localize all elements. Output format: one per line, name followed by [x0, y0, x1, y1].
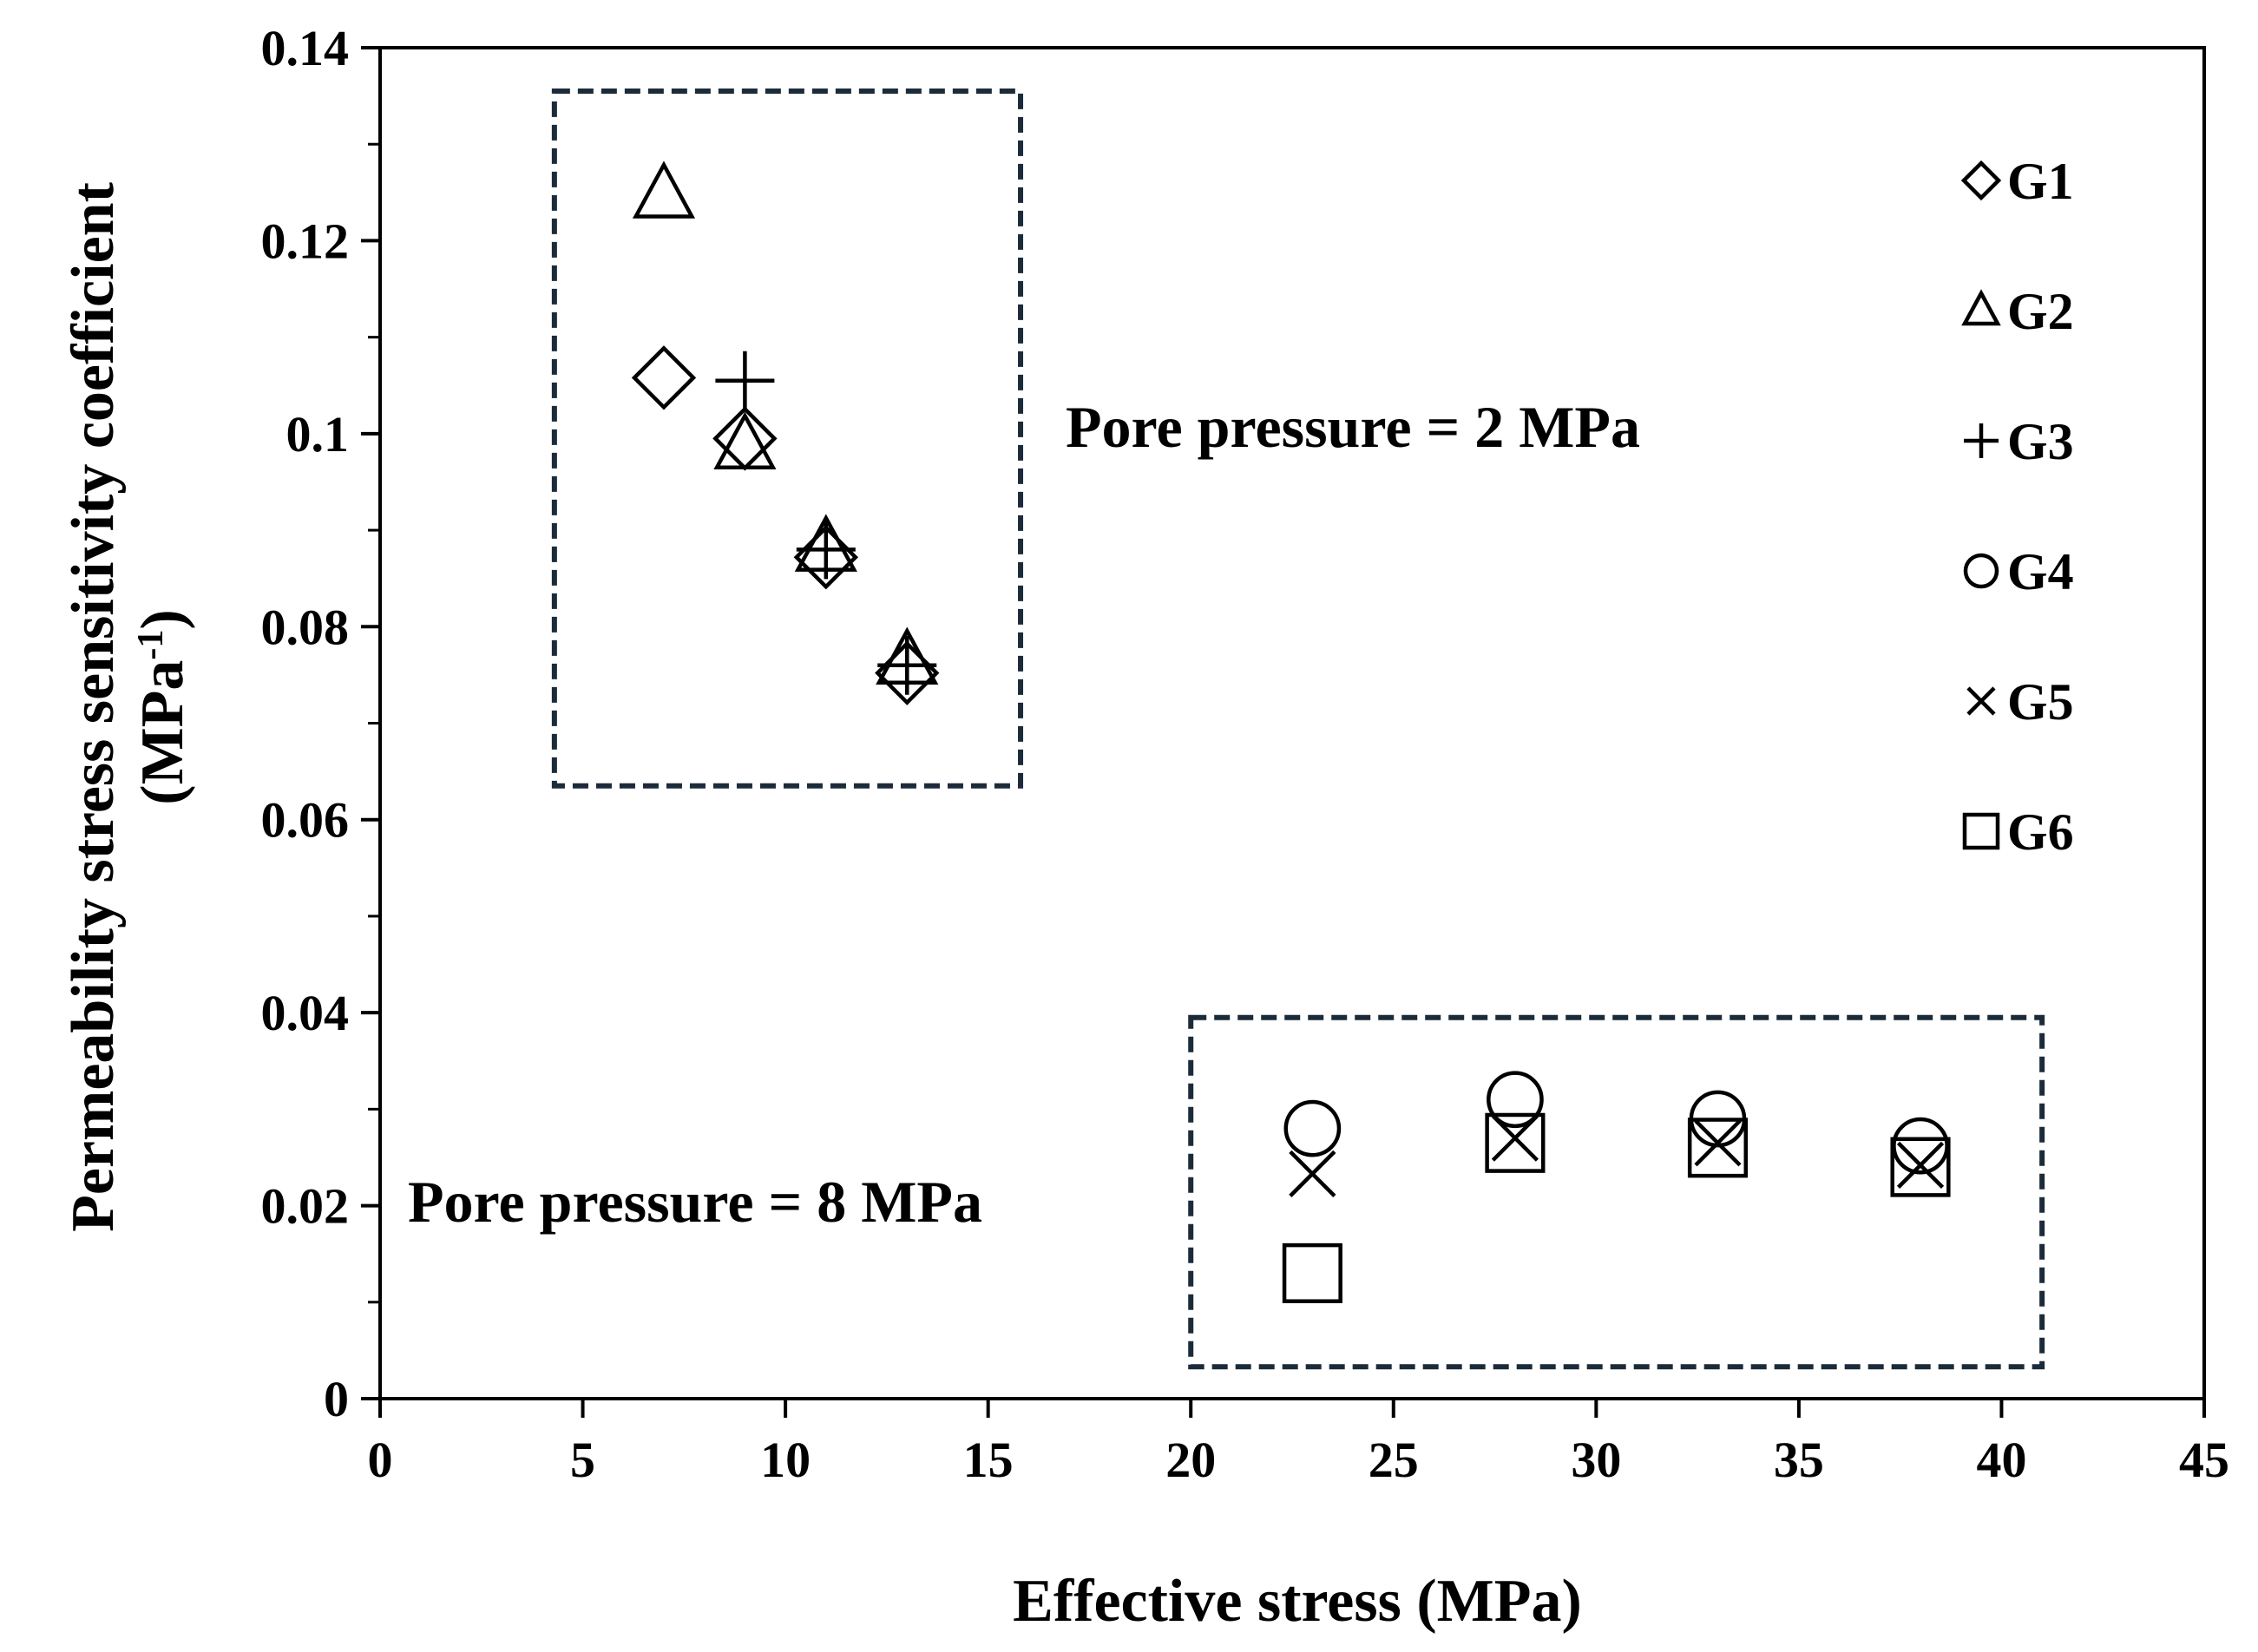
legend-marker-G5	[1966, 686, 1996, 716]
x-tick-label: 40	[1976, 1432, 2026, 1488]
y-tick-label: 0.12	[261, 213, 350, 269]
x-tick-label: 10	[760, 1432, 811, 1488]
annotation-layer: Pore pressure = 2 MPa Pore pressure = 8 M…	[408, 88, 2045, 1370]
legend-item-G5: G5	[1966, 673, 2074, 731]
data-point-G5	[1491, 1114, 1539, 1162]
legend-label-G6: G6	[2007, 803, 2074, 861]
axes: 0 0.02 0.04 0.06 0.08 0.1 0.12 0.14 0 5 10 15 20 25 30…	[261, 20, 2230, 1488]
y-tick-label: 0	[324, 1371, 349, 1427]
y-axis-title-line2: (MPa-1)	[129, 609, 196, 804]
x-tick-label: 5	[570, 1432, 595, 1488]
data-point-G6	[1890, 1137, 1951, 1197]
data-point-G5	[1896, 1141, 1945, 1189]
data-point-G6	[1282, 1242, 1342, 1303]
x-axis-title: Effective stress (MPa)	[1013, 1568, 1582, 1635]
annotation-text-2: Pore pressure = 8 MPa	[408, 1169, 982, 1235]
legend-marker-G6	[1962, 812, 2000, 850]
data-point-G3	[877, 635, 937, 695]
y-axis-title-line1: Permeability stress sensitivity coeffici…	[60, 182, 127, 1232]
data-point-G6	[1485, 1112, 1546, 1173]
x-tick-label: 45	[2179, 1432, 2229, 1488]
y-axis-title: Permeability stress sensitivity coeffici…	[60, 182, 196, 1232]
annotation-text-1: Pore pressure = 2 MPa	[1066, 394, 1640, 460]
y-tick-label: 0.14	[261, 20, 350, 76]
x-tick-label: 20	[1165, 1432, 1216, 1488]
y-tick-label: 0.04	[261, 985, 350, 1041]
legend-item-G3: G3	[1964, 413, 2074, 470]
x-tick-label: 30	[1571, 1432, 1621, 1488]
data-point-G4	[1283, 1099, 1342, 1157]
y-tick-label: 0.06	[261, 792, 350, 849]
series-G5	[1289, 1114, 1945, 1197]
x-tick-label: 15	[963, 1432, 1014, 1488]
legend-item-G2: G2	[1961, 283, 2074, 340]
legend-label-G2: G2	[2007, 283, 2074, 340]
x-tick-label: 25	[1369, 1432, 1419, 1488]
data-point-G2	[632, 161, 696, 219]
data-point-G2	[713, 411, 777, 469]
data-point-G3	[796, 520, 856, 580]
legend-label-G4: G4	[2007, 543, 2074, 600]
data-point-G5	[1694, 1119, 1742, 1167]
data-point-G5	[1289, 1150, 1336, 1197]
legend-item-G6: G6	[1962, 803, 2074, 861]
y-tick-label: 0.1	[286, 406, 350, 462]
y-tick-label: 0.02	[261, 1178, 350, 1235]
series-G6	[1282, 1112, 1951, 1303]
data-point-G4	[1487, 1071, 1544, 1129]
legend-marker-G4	[1963, 553, 1999, 589]
legend-label-G3: G3	[2007, 413, 2074, 470]
y-axis-unit-suffix: )	[129, 609, 196, 629]
legend-marker-G3	[1964, 423, 1999, 458]
legend-label-G5: G5	[2007, 673, 2074, 731]
x-tick-label: 0	[368, 1432, 393, 1488]
y-axis-unit-prefix: (MPa	[129, 660, 196, 805]
data-point-G1	[631, 345, 697, 410]
data-point-G1	[793, 525, 859, 590]
legend-label-G1: G1	[2007, 153, 2074, 210]
annotation-box-2	[1188, 1014, 2045, 1370]
y-axis-unit-superscript: -1	[131, 630, 171, 660]
y-tick-label: 0.08	[261, 599, 350, 655]
legend-marker-G2	[1961, 289, 2001, 326]
x-tick-label: 35	[1774, 1432, 1824, 1488]
legend: G1 G2 G3 G4 G5 G6	[1960, 153, 2074, 861]
legend-item-G1: G1	[1960, 153, 2074, 210]
data-point-G6	[1687, 1118, 1749, 1178]
data-marks	[631, 161, 1951, 1303]
annotation-box-1	[551, 88, 1024, 789]
legend-item-G4: G4	[1963, 543, 2074, 600]
legend-marker-G1	[1960, 160, 2002, 201]
series-G3	[715, 351, 937, 695]
data-point-G3	[715, 351, 775, 410]
